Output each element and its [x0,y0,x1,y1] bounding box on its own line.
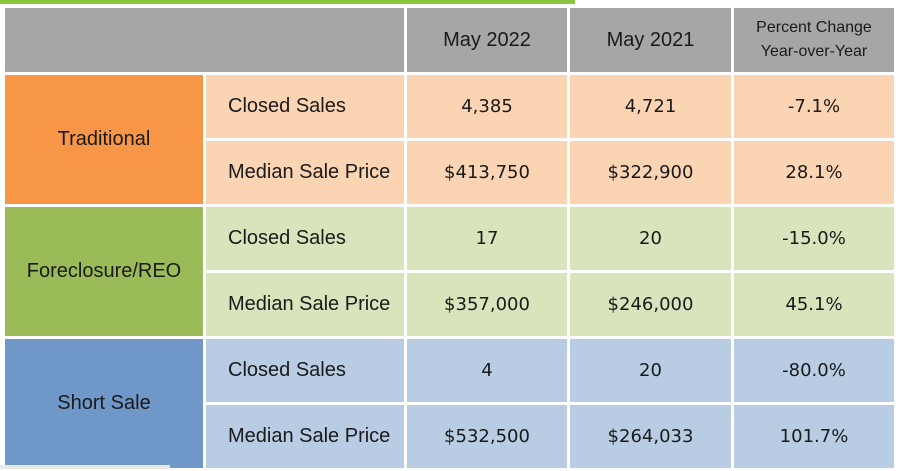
value-percent-change: -80.0% [734,339,894,402]
accent-line [0,0,575,4]
header-percent-change: Percent Change Year-over-Year [734,8,894,72]
value-percent-change: 101.7% [734,405,894,468]
value-may-2021: $322,900 [570,141,731,204]
value-may-2022: $357,000 [407,273,567,336]
value-may-2022: 4 [407,339,567,402]
divider [0,465,170,469]
category-short-sale: Short Sale [5,339,203,468]
table-row: Median Sale Price $357,000 $246,000 45.1… [5,273,894,336]
sales-table: May 2022 May 2021 Percent Change Year-ov… [2,5,897,471]
metric-label: Median Sale Price [206,273,404,336]
metric-label: Median Sale Price [206,141,404,204]
value-may-2022: $532,500 [407,405,567,468]
value-may-2022: $413,750 [407,141,567,204]
header-may-2022: May 2022 [407,8,567,72]
category-foreclosure-reo: Foreclosure/REO [5,207,203,336]
metric-label: Closed Sales [206,75,404,138]
value-may-2021: $246,000 [570,273,731,336]
table-row: Median Sale Price $532,500 $264,033 101.… [5,405,894,468]
value-may-2022: 17 [407,207,567,270]
header-may-2021: May 2021 [570,8,731,72]
value-may-2022: 4,385 [407,75,567,138]
value-may-2021: $264,033 [570,405,731,468]
metric-label: Closed Sales [206,339,404,402]
metric-label: Median Sale Price [206,405,404,468]
category-traditional: Traditional [5,75,203,204]
value-percent-change: 28.1% [734,141,894,204]
value-may-2021: 4,721 [570,75,731,138]
table-row: Foreclosure/REO Closed Sales 17 20 -15.0… [5,207,894,336]
value-percent-change: 45.1% [734,273,894,336]
value-may-2021: 20 [570,207,731,270]
table-row: Traditional Closed Sales 4,385 4,721 -7.… [5,75,894,204]
header-percent-change-line1: Percent Change [756,19,872,36]
table-row: Median Sale Price $413,750 $322,900 28.1… [5,141,894,204]
header-row: May 2022 May 2021 Percent Change Year-ov… [5,8,894,72]
table-row: Short Sale Closed Sales 4 20 -80.0% [5,339,894,468]
value-percent-change: -15.0% [734,207,894,270]
header-blank-cell [5,8,404,72]
value-may-2021: 20 [570,339,731,402]
header-percent-change-line2: Year-over-Year [760,43,868,60]
metric-label: Closed Sales [206,207,404,270]
value-percent-change: -7.1% [734,75,894,138]
